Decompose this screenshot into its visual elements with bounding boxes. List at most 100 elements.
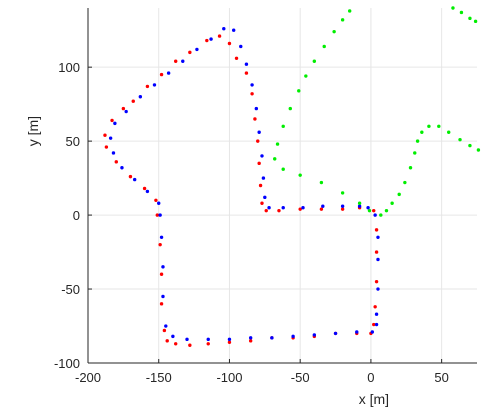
data-point — [459, 10, 464, 15]
data-point — [159, 235, 164, 239]
data-point — [188, 343, 192, 347]
x-tick-label: -200 — [75, 370, 101, 385]
data-point — [322, 44, 326, 49]
data-point — [319, 207, 324, 211]
data-point — [397, 192, 401, 197]
data-point — [159, 72, 164, 77]
data-point — [321, 204, 325, 208]
data-point — [370, 330, 375, 334]
data-point — [372, 208, 376, 213]
data-point — [138, 95, 143, 99]
x-tick-label: -100 — [216, 370, 242, 385]
data-point — [437, 124, 441, 129]
data-point — [267, 205, 271, 210]
data-point — [256, 139, 260, 143]
data-point — [209, 37, 213, 41]
y-axis-label: y [m] — [25, 116, 41, 146]
data-point — [231, 28, 236, 32]
data-point — [227, 41, 232, 46]
data-point — [403, 180, 407, 185]
data-point — [384, 208, 389, 213]
data-point — [281, 205, 285, 210]
data-point — [458, 137, 462, 142]
data-point — [227, 337, 232, 342]
data-point — [188, 50, 192, 55]
data-point — [157, 201, 161, 205]
data-point — [162, 328, 167, 333]
data-point — [319, 180, 324, 185]
data-point — [174, 59, 178, 63]
y-tick-label: -100 — [54, 356, 80, 371]
data-point — [340, 18, 345, 22]
data-point — [103, 133, 107, 137]
data-point — [181, 59, 185, 63]
data-point — [261, 176, 266, 180]
data-point — [161, 294, 165, 299]
data-point — [427, 124, 431, 129]
data-point — [257, 161, 261, 166]
data-point — [159, 272, 164, 276]
x-tick-label: -50 — [291, 370, 310, 385]
data-point — [205, 38, 209, 43]
data-point — [114, 160, 118, 164]
data-point — [217, 34, 222, 38]
data-point — [408, 166, 413, 170]
data-point — [379, 213, 383, 217]
data-point — [185, 337, 189, 342]
data-point — [468, 16, 472, 21]
data-point — [121, 106, 126, 111]
data-point — [166, 71, 171, 75]
data-point — [376, 287, 380, 291]
data-point — [340, 204, 345, 208]
data-point — [297, 89, 301, 93]
data-point — [142, 186, 147, 191]
data-points — [103, 6, 481, 347]
data-point — [473, 19, 478, 24]
data-point — [275, 142, 280, 146]
data-point — [367, 208, 372, 213]
data-point — [244, 62, 249, 66]
data-point — [113, 121, 117, 126]
data-point — [373, 305, 377, 309]
data-point — [413, 151, 417, 155]
data-point — [347, 9, 352, 13]
data-point — [165, 339, 169, 343]
data-point — [447, 130, 451, 134]
data-point — [374, 279, 379, 284]
data-point — [476, 148, 481, 152]
data-point — [264, 208, 268, 213]
data-point — [222, 27, 226, 31]
data-point — [171, 334, 175, 339]
y-tick-label: 100 — [58, 60, 80, 75]
data-point — [357, 204, 362, 208]
data-point — [333, 331, 338, 336]
data-point — [298, 173, 302, 177]
data-point — [415, 139, 420, 143]
data-point — [288, 106, 292, 111]
x-tick-label: -150 — [146, 370, 172, 385]
data-point — [258, 183, 263, 188]
data-point — [164, 324, 168, 328]
data-point — [376, 235, 380, 239]
data-point — [373, 213, 377, 217]
x-tick-label: 0 — [367, 370, 374, 385]
data-point — [270, 336, 274, 340]
data-point — [298, 207, 302, 211]
axes — [87, 8, 477, 364]
data-point — [260, 154, 264, 158]
data-point — [312, 333, 317, 337]
data-point — [158, 242, 162, 247]
data-point — [468, 143, 472, 148]
data-point — [234, 56, 239, 60]
data-point — [273, 157, 277, 161]
data-point — [257, 130, 261, 134]
data-point — [260, 201, 264, 205]
data-point — [304, 74, 308, 78]
data-point — [250, 83, 254, 87]
data-point — [155, 213, 160, 217]
data-point — [355, 330, 359, 334]
data-point — [312, 59, 317, 63]
data-point — [340, 207, 345, 211]
x-tick-label: 50 — [434, 370, 448, 385]
